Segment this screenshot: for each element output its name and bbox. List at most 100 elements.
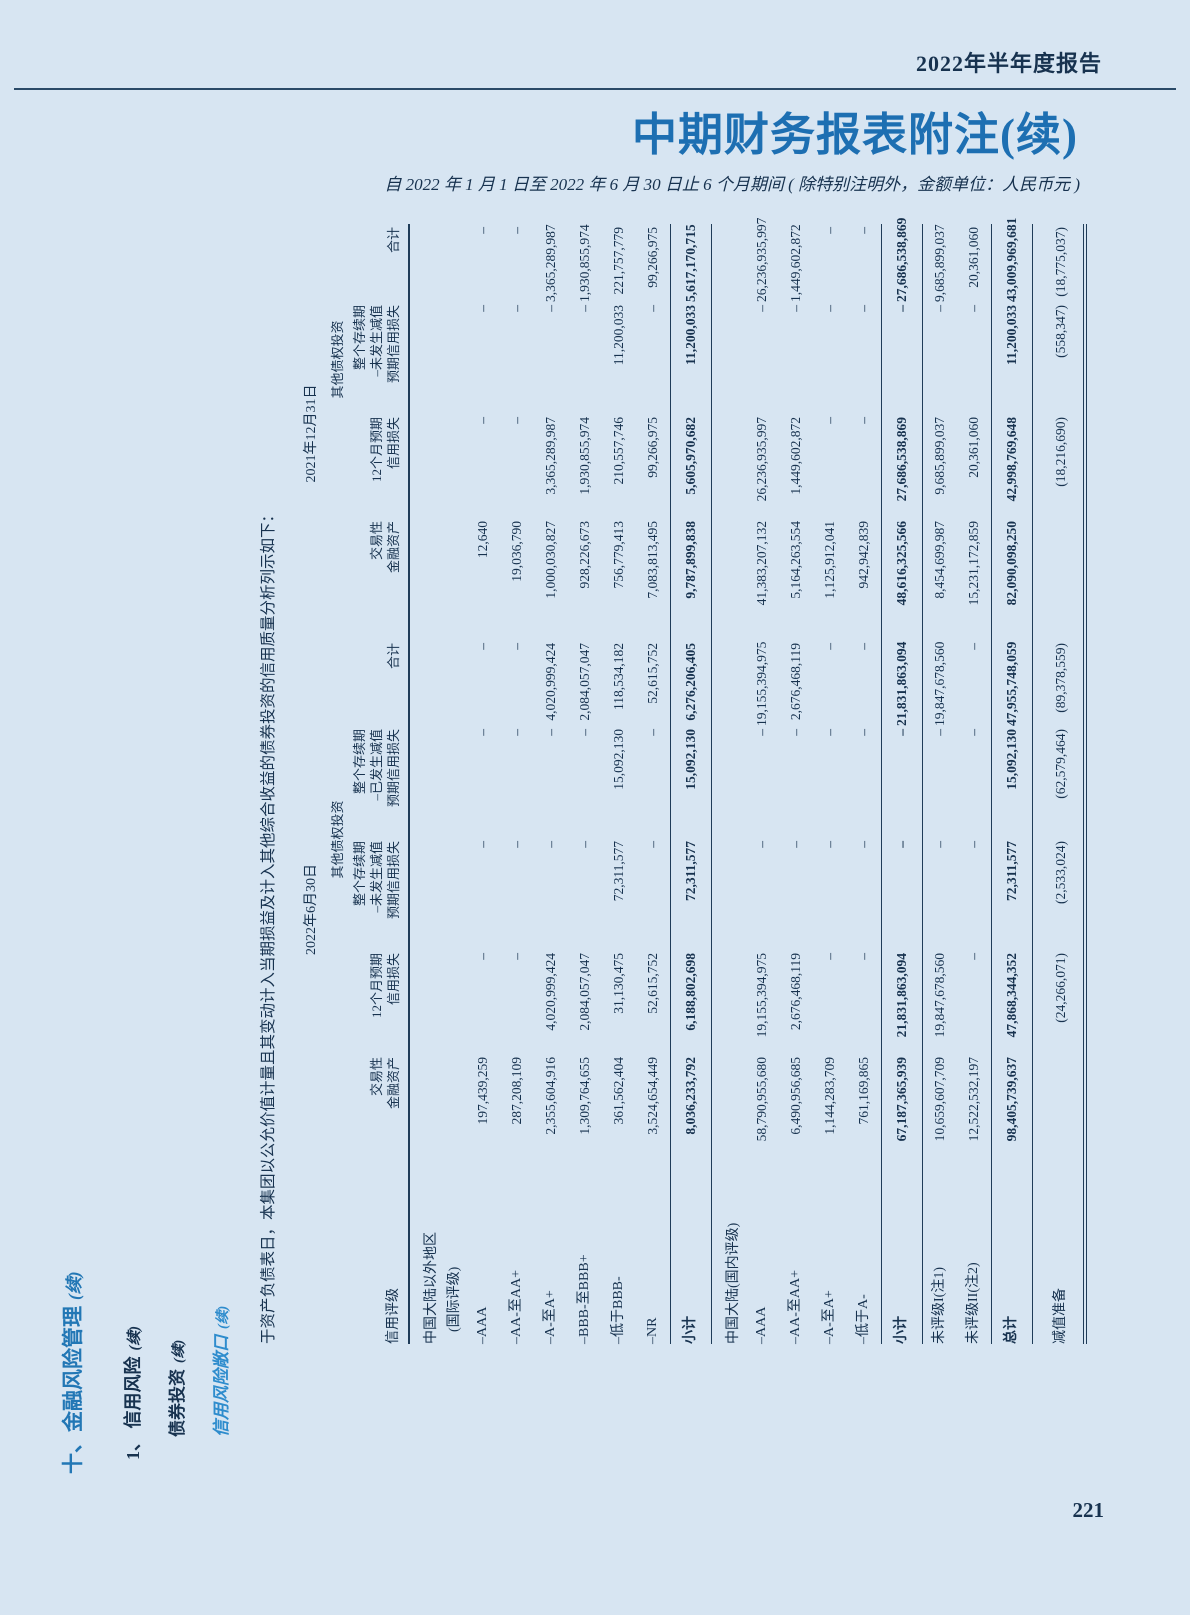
section-heading-4: 信用风险敞口 (续) (210, 212, 236, 1437)
cell-value: 19,155,394,975 (754, 953, 769, 1038)
cell-value: 27,686,538,869 (881, 413, 923, 518)
cell-value: 72,311,577 (991, 838, 1033, 950)
cell-value: 10,659,607,709 (932, 1057, 947, 1142)
cell-value: 41,383,207,132 (754, 520, 769, 606)
col-header: 12个月预期 信用损失 (351, 413, 409, 518)
cell-value: 15,092,130 (991, 726, 1033, 838)
row-label: 小计 (881, 1176, 923, 1344)
col-header: 整个存续期 –未发生减值 预期信用损失 (351, 838, 409, 950)
cell-value: – (856, 841, 871, 848)
cell-value: 43,009,969,681 (991, 218, 1033, 302)
spacer-cell (327, 518, 351, 640)
table-row: –AA-至AA+ 287,208,109 – – – – 19,036,790 … (500, 224, 534, 1344)
cell-value: 3,524,654,449 (645, 1057, 660, 1135)
row-label: –AAA (475, 1306, 490, 1344)
table-row: –AA-至AA+ 6,490,956,685 2,676,468,119 – –… (779, 224, 813, 1344)
cell-value: 6,490,956,685 (788, 1057, 803, 1135)
table-row: –NR 3,524,654,449 52,615,752 – – 52,615,… (636, 224, 671, 1344)
cell-value: – (932, 304, 947, 312)
cell-value: – (881, 838, 923, 950)
row-label: 中国大陆(国内评级) (726, 1222, 741, 1344)
cell-value: – (543, 304, 558, 312)
col-header: 合计 (351, 639, 409, 726)
report-header: 2022年半年度报告 (915, 51, 1102, 76)
cell-value: – (509, 642, 524, 650)
date-header-2022: 2022年6月30日 (304, 864, 319, 955)
spacer-cell (327, 414, 351, 518)
cell-value: 99,266,975 (645, 226, 660, 288)
subgroup-header-2021: 其他债权投资 (330, 320, 345, 399)
date-header-2021: 2021年12月31日 (304, 384, 319, 483)
cell-value: (89,378,559) (1032, 639, 1085, 726)
cell-value: 48,616,325,566 (881, 517, 923, 640)
table-row: 中国大陆(国内评级) (712, 224, 746, 1344)
cell-value: 31,130,475 (611, 953, 626, 1014)
cell-value: – (543, 841, 558, 848)
col-header: 交易性 金融资产 (351, 1054, 409, 1176)
column-header-row: 交易性 金融资产 12个月预期 信用损失 整个存续期 –未发生减值 预期信用损失 整个存… (351, 223, 409, 1344)
cell-value: – (754, 841, 769, 848)
subgroup-header-row: 其他债权投资 其他债权投资 (327, 224, 351, 1344)
row-label: 中国大陆以外地区 (国际评级) (424, 1232, 462, 1344)
cell-value: 98,405,739,637 (991, 1054, 1033, 1176)
cell-value: 3,365,289,987 (543, 416, 558, 495)
cell-value: 1,309,764,655 (577, 1057, 592, 1135)
cell-value: 221,757,779 (611, 226, 626, 295)
col-header: 12个月预期 信用损失 (351, 950, 409, 1054)
cell-value: 5,605,970,682 (670, 413, 712, 518)
row-label: 减值准备 (1032, 1176, 1085, 1344)
cell-value: – (509, 729, 524, 736)
cell-value: 12,522,532,197 (966, 1057, 981, 1142)
page-subtitle: 自 2022 年 1 月 1 日至 2022 年 6 月 30 日止 6 个月期… (384, 175, 1080, 194)
cell-value: 3,365,289,987 (543, 224, 558, 302)
spacer-cell (327, 640, 351, 726)
table-row: –AAA 58,790,955,680 19,155,394,975 – – 1… (745, 217, 779, 1344)
cell-value: 2,084,057,047 (577, 953, 592, 1031)
cell-value: 27,686,538,869 (881, 218, 923, 302)
cell-value: – (788, 304, 803, 312)
cell-value: 47,868,344,352 (991, 950, 1033, 1054)
cell-value: 756,779,413 (611, 520, 626, 589)
cell-value: – (822, 416, 837, 424)
cell-value: 761,169,865 (856, 1057, 871, 1125)
rotated-content: 十、金融风险管理 (续) 1、 信用风险 (续) 债券投资 (续) 信用风险敞口 (续)… (58, 212, 1108, 1474)
cell-value: 1,449,602,872 (788, 416, 803, 495)
cell-value: – (966, 953, 981, 960)
page-title: 中期财务报表附注(续) (632, 110, 1078, 160)
table-row: –低于A- 761,169,865 – – – – 942,942,839 – … (847, 224, 882, 1344)
cell-value: 99,266,975 (645, 416, 660, 478)
table-row: 中国大陆以外地区 (国际评级) (409, 224, 466, 1344)
cell-value: – (966, 642, 981, 650)
cell-value: 15,092,130 (611, 729, 626, 790)
cell-value: – (509, 304, 524, 312)
subtotal-row: 小计 67,187,365,939 21,831,863,094 – – 21,… (881, 218, 923, 1344)
total-row: 总计 98,405,739,637 47,868,344,352 72,311,… (991, 218, 1033, 1344)
cell-value: 287,208,109 (509, 1057, 524, 1125)
cell-value: 15,092,130 (670, 726, 712, 838)
cell-value: – (822, 841, 837, 848)
cell-value: 26,236,935,997 (754, 217, 769, 302)
spacer-cell (327, 1054, 351, 1176)
cell-value: 5,617,170,715 (670, 223, 712, 302)
cell-value: (18,775,037) (1032, 223, 1085, 302)
row-label: –BBB-至BBB+ (577, 1254, 592, 1344)
section-heading-1: 十、金融风险管理 (续) (58, 212, 90, 1474)
cell-value: 72,311,577 (611, 841, 626, 902)
subtotal-row: 小计 8,036,233,792 6,188,802,698 72,311,57… (670, 223, 712, 1344)
cell-value: 2,676,468,119 (788, 642, 803, 721)
cell-value: 20,361,060 (966, 226, 981, 288)
row-label: –A-至A+ (822, 1290, 837, 1344)
cell-value (1032, 1054, 1085, 1176)
col-header: 整个存续期 –已发生减值 预期信用损失 (351, 726, 409, 838)
table-row: –AAA 197,439,259 – – – – 12,640 – – – (466, 224, 500, 1344)
cell-value: – (822, 953, 837, 960)
cell-value: 58,790,955,680 (754, 1057, 769, 1142)
cell-value: 20,361,060 (966, 416, 981, 478)
cell-value: – (577, 729, 592, 736)
row-label: –低于BBB- (611, 1276, 626, 1344)
cell-value: – (856, 226, 871, 234)
cell-value: 6,276,206,405 (670, 639, 712, 726)
cell-value: 942,942,839 (856, 520, 871, 589)
cell-value: – (754, 304, 769, 312)
col-header: 交易性 金融资产 (351, 517, 409, 640)
